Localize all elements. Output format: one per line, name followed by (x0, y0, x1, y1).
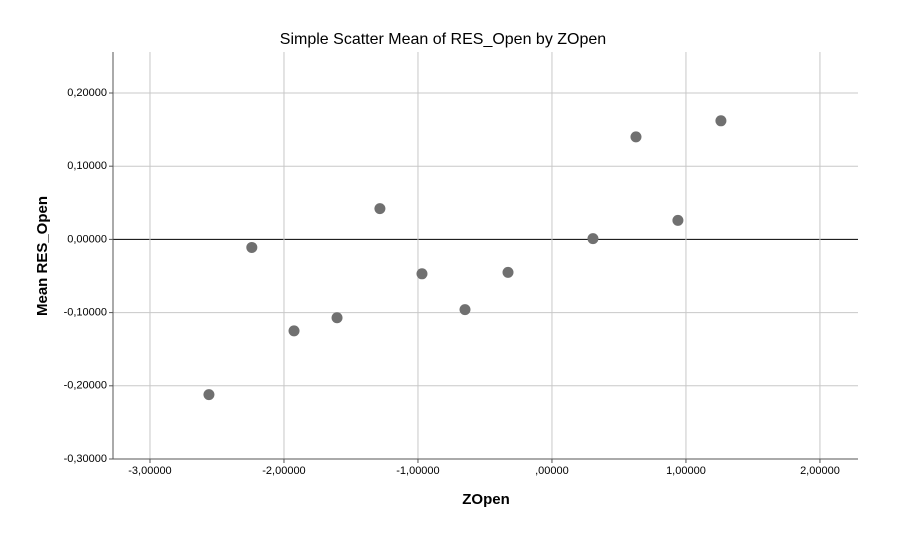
x-tick-label: -1,00000 (396, 465, 439, 477)
point (288, 325, 300, 337)
point (374, 203, 386, 215)
y-tick-label: 0,10000 (67, 160, 107, 172)
x-tick-label: 1,00000 (666, 465, 706, 477)
y-axis-title: Mean RES_Open (34, 196, 51, 316)
point (672, 214, 684, 226)
point (459, 304, 471, 316)
x-tick-label: 2,00000 (800, 465, 840, 477)
x-tick-label: ,00000 (535, 465, 569, 477)
y-tick-label: 0,20000 (67, 87, 107, 99)
point (502, 266, 514, 278)
x-tick-label: -2,00000 (262, 465, 305, 477)
point (246, 241, 258, 253)
y-tick-label: -0,10000 (64, 307, 107, 319)
y-tick-label: 0,00000 (67, 233, 107, 245)
x-axis-title: ZOpen (462, 491, 510, 508)
x-tick-label: -3,00000 (128, 465, 171, 477)
chart-title: Simple Scatter Mean of RES_Open by ZOpen (280, 31, 606, 48)
y-tick-label: -0,20000 (64, 380, 107, 392)
point (416, 268, 428, 280)
point (587, 233, 599, 245)
point (630, 131, 642, 143)
point (331, 312, 343, 324)
point (203, 389, 215, 401)
point (715, 115, 727, 127)
y-tick-label: -0,30000 (64, 453, 107, 465)
